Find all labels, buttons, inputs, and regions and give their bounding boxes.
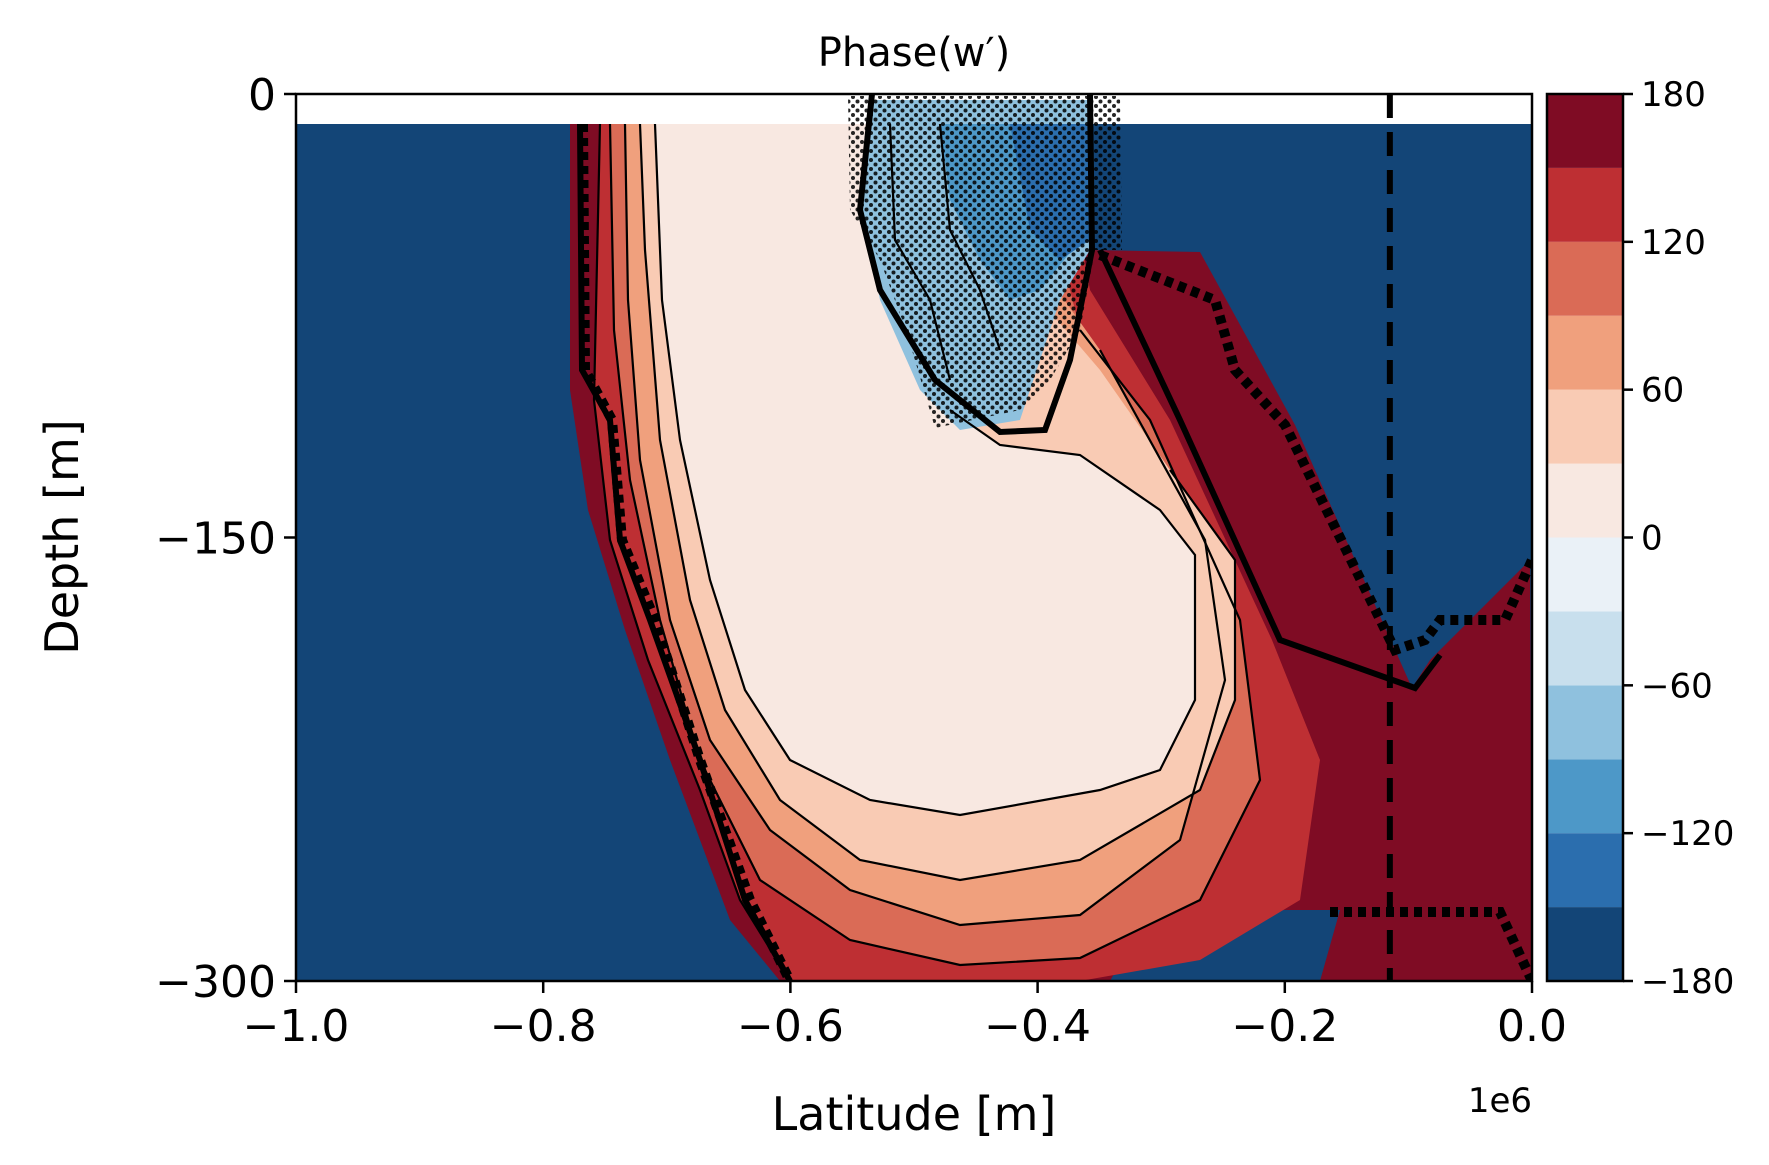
colorbar-band (1547, 685, 1623, 759)
colorbar-tick-label: 60 (1641, 371, 1684, 411)
colorbar-band (1547, 242, 1623, 316)
x-tick-label: −0.8 (490, 1001, 597, 1052)
colorbar-band (1547, 390, 1623, 464)
y-axis-ticks: 0 −150 −300 (155, 70, 296, 1008)
colorbar-band (1547, 316, 1623, 390)
colorbar-tick-label: −120 (1641, 814, 1734, 854)
colorbar-band (1547, 907, 1623, 981)
colorbar-ticks: 180 120 60 0 −60 −120 −180 (1623, 75, 1734, 1002)
colorbar-band (1547, 464, 1623, 538)
colorbar-band (1547, 538, 1623, 612)
x-axis-ticks: −1.0 −0.8 −0.6 −0.4 −0.2 0.0 (243, 981, 1567, 1052)
x-tick-label: −1.0 (243, 1001, 350, 1052)
y-tick-label: −300 (155, 957, 276, 1008)
colorbar-band (1547, 759, 1623, 833)
colorbar-tick-label: 180 (1641, 75, 1706, 115)
colorbar-tick-label: 120 (1641, 223, 1706, 263)
colorbar-tick-label: −180 (1641, 962, 1734, 1002)
y-tick-label: 0 (248, 70, 276, 121)
y-axis-label: Depth [m] (35, 419, 89, 654)
chart-title: Phase(w′) (818, 30, 1010, 76)
colorbar-band (1547, 611, 1623, 685)
x-tick-label: 0.0 (1497, 1001, 1567, 1052)
x-tick-label: −0.6 (737, 1001, 844, 1052)
colorbar-band (1547, 94, 1623, 168)
colorbar-band (1547, 168, 1623, 242)
colorbar-tick-label: −60 (1641, 666, 1713, 706)
x-tick-label: −0.4 (984, 1001, 1091, 1052)
colorbar-band (1547, 833, 1623, 907)
y-tick-label: −150 (155, 514, 276, 565)
colorbar-tick-label: 0 (1641, 519, 1663, 559)
plot-area (296, 94, 1532, 981)
x-axis-label: Latitude [m] (772, 1087, 1057, 1141)
x-offset-label: 1e6 (1468, 1081, 1532, 1121)
colorbar (1547, 94, 1623, 981)
x-tick-label: −0.2 (1231, 1001, 1338, 1052)
